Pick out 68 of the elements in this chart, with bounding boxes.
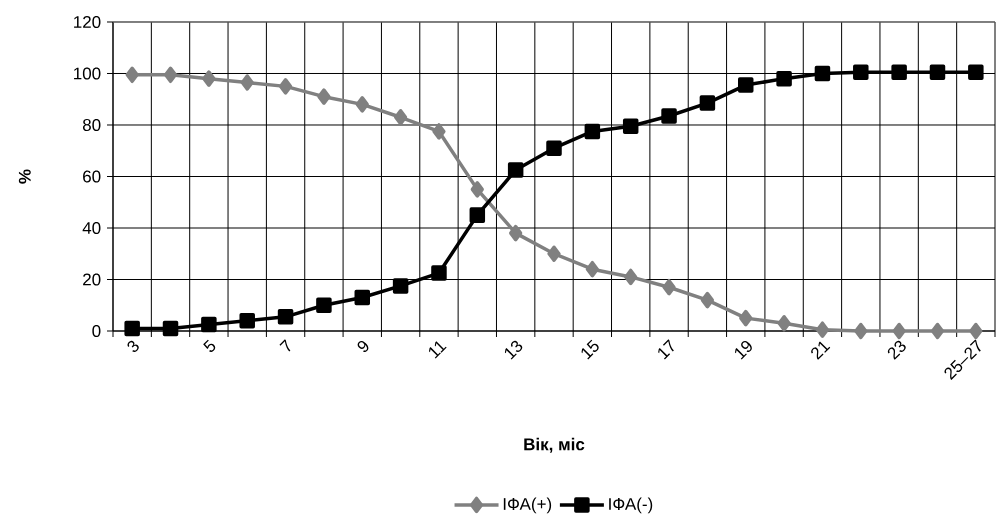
point — [546, 140, 562, 156]
point — [624, 268, 638, 286]
point — [815, 321, 830, 338]
x-tick-label: 13 — [504, 340, 523, 360]
x-tick-label: 15 — [581, 339, 599, 360]
point — [814, 65, 831, 82]
point — [469, 207, 486, 223]
point — [163, 66, 178, 84]
legend-label: ІФА(+) — [503, 497, 552, 514]
y-tick-label: 120 — [74, 15, 101, 29]
point — [930, 322, 945, 340]
point — [507, 162, 524, 178]
point — [699, 95, 716, 111]
x-tick-label: 5 — [203, 339, 216, 352]
point — [393, 109, 408, 126]
point — [929, 64, 946, 80]
point — [125, 66, 139, 84]
point — [240, 74, 254, 91]
point — [201, 316, 217, 333]
point — [622, 118, 639, 135]
x-tick-label: 11 — [428, 341, 447, 359]
point — [202, 70, 216, 87]
point — [431, 265, 447, 281]
point — [432, 123, 446, 140]
y-tick-label: 40 — [82, 221, 101, 235]
point — [585, 260, 599, 278]
point — [392, 278, 409, 294]
y-tick-label: 100 — [74, 67, 101, 80]
point — [354, 289, 371, 306]
point — [739, 309, 753, 327]
point — [776, 70, 792, 87]
point — [853, 64, 869, 80]
point — [968, 64, 984, 80]
y-tick-label: 20 — [83, 273, 101, 286]
point — [317, 88, 331, 105]
point — [124, 320, 140, 337]
x-tick-label: 19 — [735, 340, 752, 360]
point — [239, 312, 255, 329]
point — [509, 224, 523, 242]
point — [662, 278, 676, 296]
point — [777, 315, 791, 332]
x-tick-label: 3 — [127, 340, 139, 353]
point — [355, 96, 369, 113]
point — [854, 322, 868, 340]
point — [278, 78, 293, 95]
y-tick-label: 80 — [82, 118, 101, 132]
point — [316, 297, 332, 313]
point — [584, 123, 601, 140]
point — [470, 181, 484, 198]
y-axis-title: % — [18, 169, 31, 184]
point — [700, 291, 715, 309]
point — [969, 322, 983, 340]
point — [891, 64, 907, 80]
point — [162, 320, 179, 337]
x-tick-label: 17 — [658, 339, 674, 360]
y-tick-label: 0 — [92, 324, 101, 338]
x-tick-label: 9 — [357, 340, 369, 352]
point — [661, 108, 677, 124]
y-tick-label: 60 — [83, 170, 101, 183]
point — [892, 322, 906, 340]
x-tick-label: 7 — [279, 339, 291, 352]
x-tick-label: 23 — [887, 340, 906, 360]
point — [277, 309, 294, 325]
legend-label: ІФА(-) — [609, 497, 653, 514]
x-tick-label: 21 — [811, 341, 831, 360]
x-axis-title: Вік, міс — [524, 437, 585, 453]
point — [738, 77, 754, 93]
point — [547, 245, 561, 262]
